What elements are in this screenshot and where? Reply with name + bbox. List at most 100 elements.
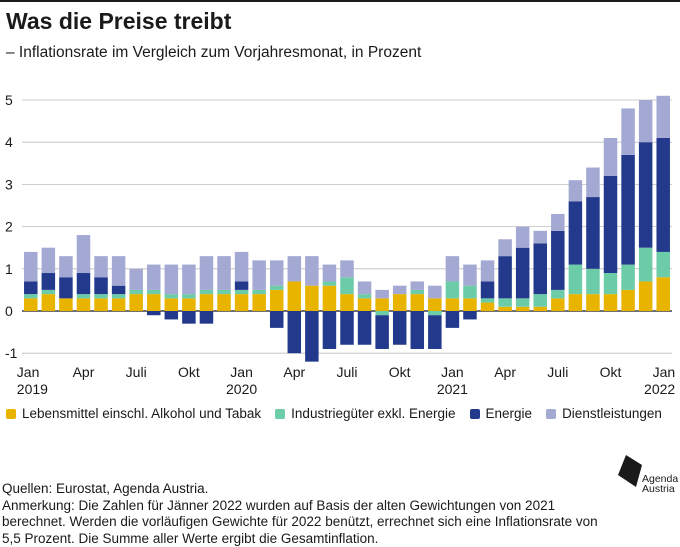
legend-label: Industriegüter exkl. Energie [291,406,455,421]
footer-notes: Quellen: Eurostat, Agenda Austria. Anmer… [2,481,602,547]
x-tick-label: Apr [73,364,95,380]
bar-segment-2020-12-s3 [428,286,442,299]
bar-segment-2020-01-s2 [235,281,249,289]
y-tick-label: 2 [5,219,13,235]
sources-text: Quellen: Eurostat, Agenda Austria. [2,481,602,498]
x-tick-label: Okt [389,364,411,380]
bar-segment-2019-08-s0 [147,294,161,311]
bar-segment-2020-07-s1 [340,277,354,294]
bar-segment-2020-06-s0 [323,286,337,311]
legend-item-energie: Energie [470,406,533,421]
bar-segment-2020-10-s0 [393,294,407,311]
bar-segment-2020-11-s2 [411,311,425,349]
chart-legend: Lebensmittel einschl. Alkohol und Tabak … [6,406,662,421]
bar-segment-2021-06-s1 [533,294,547,307]
bar-segment-2021-02-s3 [463,265,477,286]
legend-item-industriegueter: Industriegüter exkl. Energie [275,406,455,421]
bar-segment-2021-09-s2 [586,197,600,269]
bar-segment-2019-01-s2 [24,281,37,294]
legend-item-lebensmittel: Lebensmittel einschl. Alkohol und Tabak [6,406,261,421]
bar-segment-2019-03-s0 [59,298,73,311]
bar-segment-2021-05-s3 [516,227,530,248]
bar-segment-2021-04-s1 [498,298,512,306]
bar-segment-2021-07-s3 [551,214,565,231]
y-tick-label: 3 [5,176,13,192]
bar-segment-2020-03-s3 [270,260,284,285]
bar-segment-2019-05-s3 [94,256,108,277]
bar-segment-2021-11-s0 [621,290,635,311]
bar-segment-2021-07-s1 [551,290,565,298]
x-tick-label: Juli [547,364,568,380]
bar-segment-2020-05-s3 [305,256,319,286]
bar-segment-2020-12-s2 [428,315,442,349]
bar-segment-2019-06-s0 [112,298,126,311]
x-tick-label: Okt [600,364,622,380]
bar-segment-2021-12-s0 [639,281,653,311]
bar-segment-2021-11-s1 [621,265,635,290]
bar-segment-2021-10-s2 [604,176,618,273]
bar-segment-2020-02-s1 [252,290,266,294]
bar-segment-2021-01-s0 [446,298,460,311]
bar-segment-2021-11-s2 [621,155,635,265]
legend-swatch [275,409,285,419]
legend-item-dienstleistungen: Dienstleistungen [546,406,662,421]
bar-segment-2020-09-s1 [375,311,389,315]
bar-segment-2019-06-s3 [112,256,126,286]
bar-segment-2021-05-s2 [516,248,530,299]
bar-segment-2019-04-s1 [77,294,91,298]
bar-segment-2020-03-s0 [270,290,284,311]
bar-segment-2020-05-s0 [305,286,319,311]
legend-label: Dienstleistungen [562,406,662,421]
bar-segment-2020-07-s0 [340,294,354,311]
bar-segment-2021-02-s0 [463,298,477,311]
bar-segment-2020-04-s3 [288,256,302,281]
bar-segment-2021-06-s3 [533,231,547,244]
bar-segment-2021-02-s2 [463,311,477,319]
legend-swatch [470,409,480,419]
bar-segment-2019-04-s2 [77,273,91,294]
bar-segment-2019-09-s0 [165,298,179,311]
bar-segment-2020-12-s1 [428,311,442,315]
bar-segment-2020-04-s2 [288,311,302,353]
bar-segment-2020-07-s2 [340,311,354,345]
x-tick-label: Juli [126,364,147,380]
bar-segment-2022-01-s1 [656,252,670,277]
bar-segment-2019-12-s3 [217,256,231,290]
bar-segment-2019-08-s1 [147,290,161,294]
bar-segment-2020-02-s3 [252,260,266,290]
bar-segment-2021-05-s0 [516,307,530,311]
bar-segment-2019-05-s1 [94,294,108,298]
bar-segment-2020-10-s3 [393,286,407,294]
x-tick-label: Jan [653,364,676,380]
bar-segment-2020-09-s0 [375,298,389,311]
y-tick-label: 4 [5,134,13,150]
bar-segment-2021-06-s2 [533,243,547,294]
bar-segment-2019-04-s3 [77,235,91,273]
bar-segment-2019-02-s0 [42,294,56,311]
bar-segment-2020-02-s0 [252,294,266,311]
y-tick-label: -1 [5,345,18,361]
bar-segment-2019-10-s1 [182,294,196,298]
bar-segment-2019-11-s1 [200,290,214,294]
bar-segment-2021-10-s3 [604,138,618,176]
bar-segment-2020-01-s1 [235,290,249,294]
bar-segment-2019-08-s2 [147,311,161,315]
bar-segment-2020-01-s3 [235,252,249,282]
bar-segment-2021-09-s1 [586,269,600,294]
bar-segment-2020-09-s3 [375,290,389,298]
bar-segment-2020-10-s2 [393,311,407,345]
bar-segment-2019-10-s3 [182,265,196,295]
bar-segment-2021-05-s1 [516,298,530,306]
bar-segment-2019-01-s3 [24,252,37,282]
bar-segment-2019-09-s1 [165,294,179,298]
bar-segment-2021-12-s3 [639,100,653,142]
x-tick-label: 2021 [437,381,468,397]
bar-segment-2021-01-s1 [446,281,460,298]
bar-segment-2021-10-s0 [604,294,618,311]
bar-segment-2020-09-s2 [375,315,389,349]
bar-segment-2020-03-s2 [270,311,284,328]
bar-segment-2021-08-s1 [569,265,583,295]
bar-segment-2020-06-s2 [323,311,337,349]
bar-segment-2019-01-s1 [24,294,37,298]
